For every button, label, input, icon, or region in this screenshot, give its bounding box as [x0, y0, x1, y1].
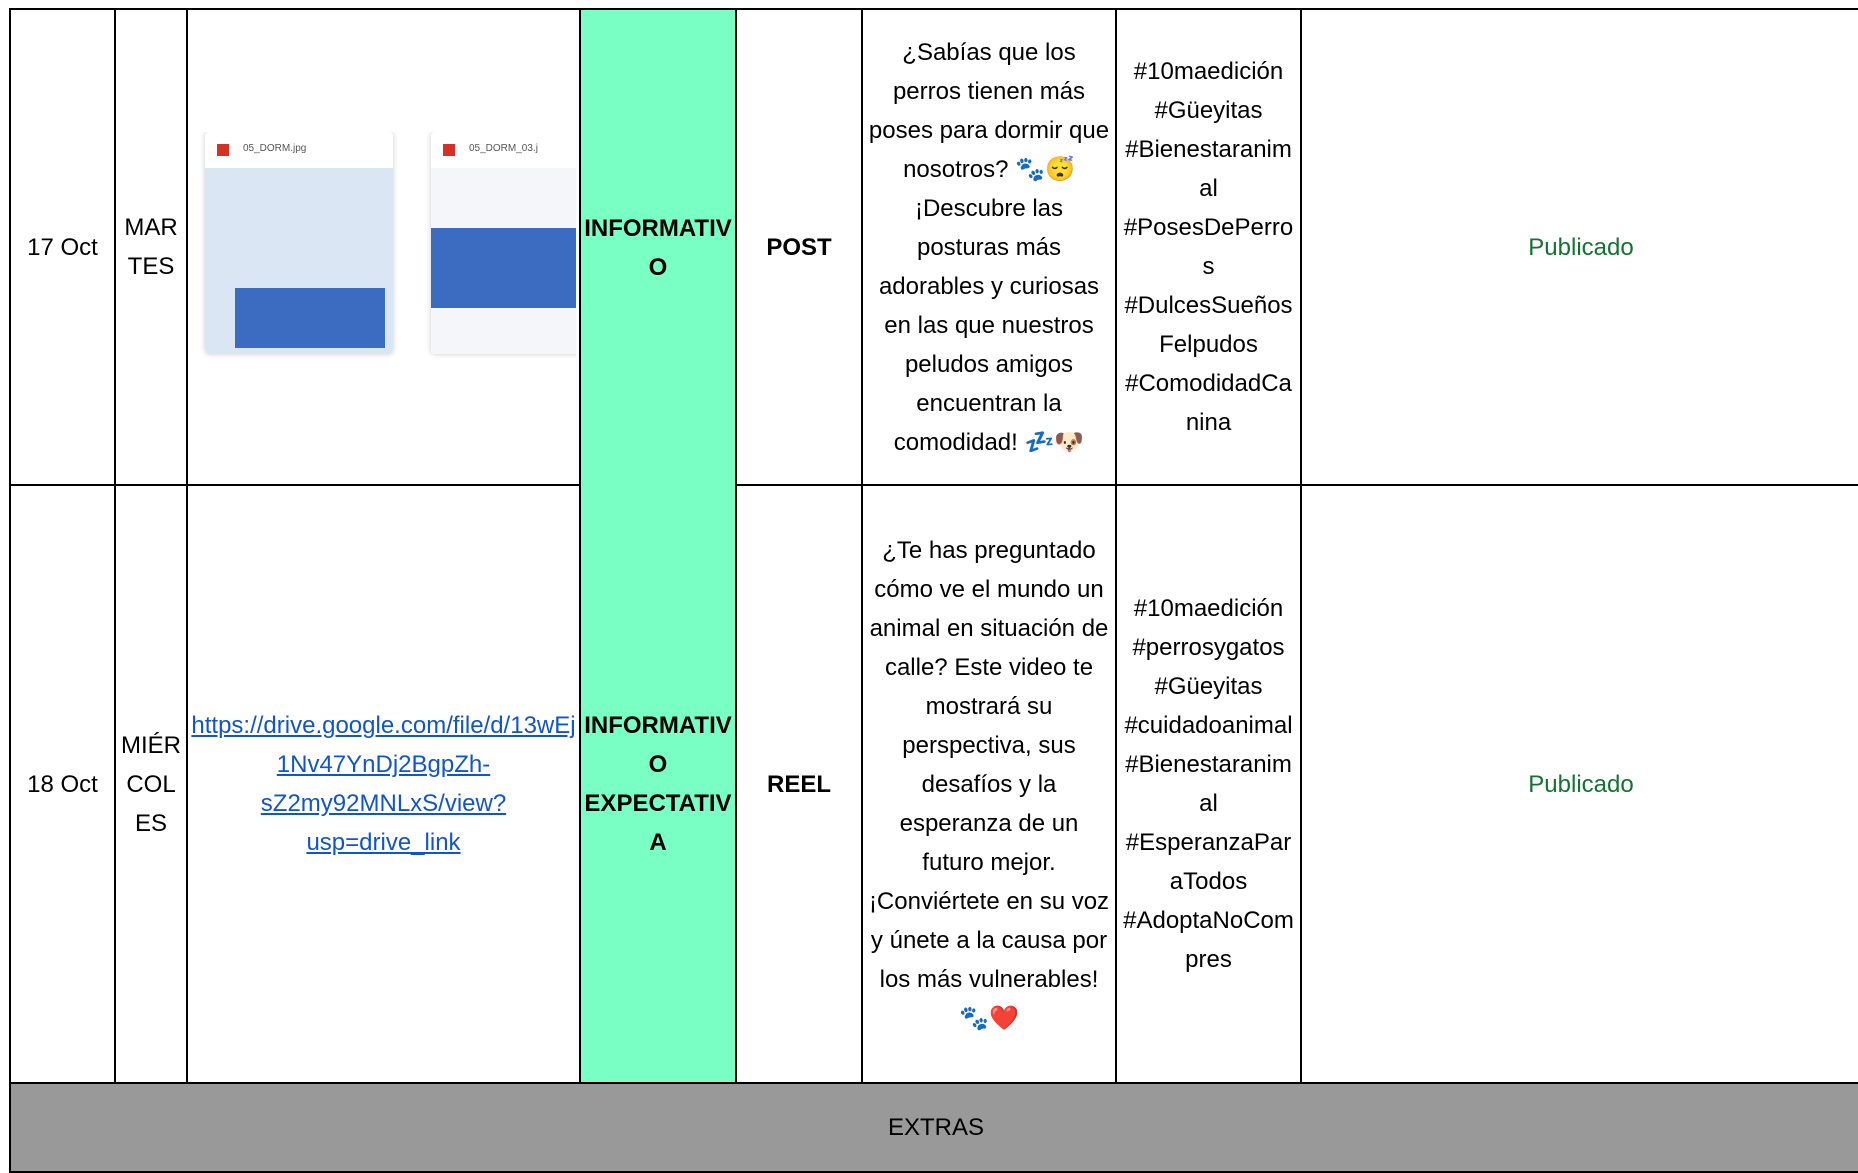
category: INFORMATIVO	[579, 8, 737, 485]
media: 05_DORM.jpg 05_DORM_03.j	[186, 8, 581, 486]
category: INFORMATIVO EXPECTATIVA	[579, 485, 737, 1084]
thumbnail-image	[431, 168, 576, 354]
thumbnail-band	[235, 288, 385, 348]
file-name: 05_DORM_03.j	[469, 143, 538, 154]
format: POST	[735, 8, 863, 486]
thumbnails: 05_DORM.jpg 05_DORM_03.j	[191, 132, 576, 362]
drive-link[interactable]: https://drive.google.com/file/d/13wEj1Nv…	[191, 712, 576, 856]
row: 18 Oct MIÉRCOLES https://drive.google.co…	[9, 484, 1858, 1084]
hashtags: #10maedición #Güeyitas #Bienestaranimal …	[1115, 8, 1302, 486]
extras: EXTRAS	[9, 1082, 1858, 1173]
date: 17 Oct	[9, 8, 116, 486]
status: Publicado	[1300, 8, 1858, 486]
copy: ¿Te has preguntado cómo ve el mundo un a…	[861, 484, 1117, 1084]
hashtags: #10maedición #perrosygatos #Güeyitas #cu…	[1115, 484, 1302, 1084]
file-name: 05_DORM.jpg	[243, 143, 307, 154]
day: MARTES	[114, 8, 188, 486]
thumbnail[interactable]: 05_DORM.jpg	[205, 132, 393, 354]
row: 17 Oct MARTES 05_DORM.jpg 05_DORM_03.j I…	[9, 8, 1858, 486]
status: Publicado	[1300, 484, 1858, 1084]
format: REEL	[735, 484, 863, 1084]
thumbnail-band	[431, 228, 576, 308]
schedule-table: 17 Oct MARTES 05_DORM.jpg 05_DORM_03.j I…	[9, 8, 1858, 1173]
thumbnail-image	[205, 168, 393, 354]
file-icon	[217, 144, 229, 156]
date: 18 Oct	[9, 484, 116, 1084]
media: https://drive.google.com/file/d/13wEj1Nv…	[186, 484, 581, 1084]
thumbnail[interactable]: 05_DORM_03.j	[431, 132, 576, 354]
extras-row: EXTRAS	[9, 1082, 1858, 1173]
day: MIÉRCOLES	[114, 484, 188, 1084]
copy: ¿Sabías que los perros tienen más poses …	[861, 8, 1117, 486]
file-icon	[443, 144, 455, 156]
